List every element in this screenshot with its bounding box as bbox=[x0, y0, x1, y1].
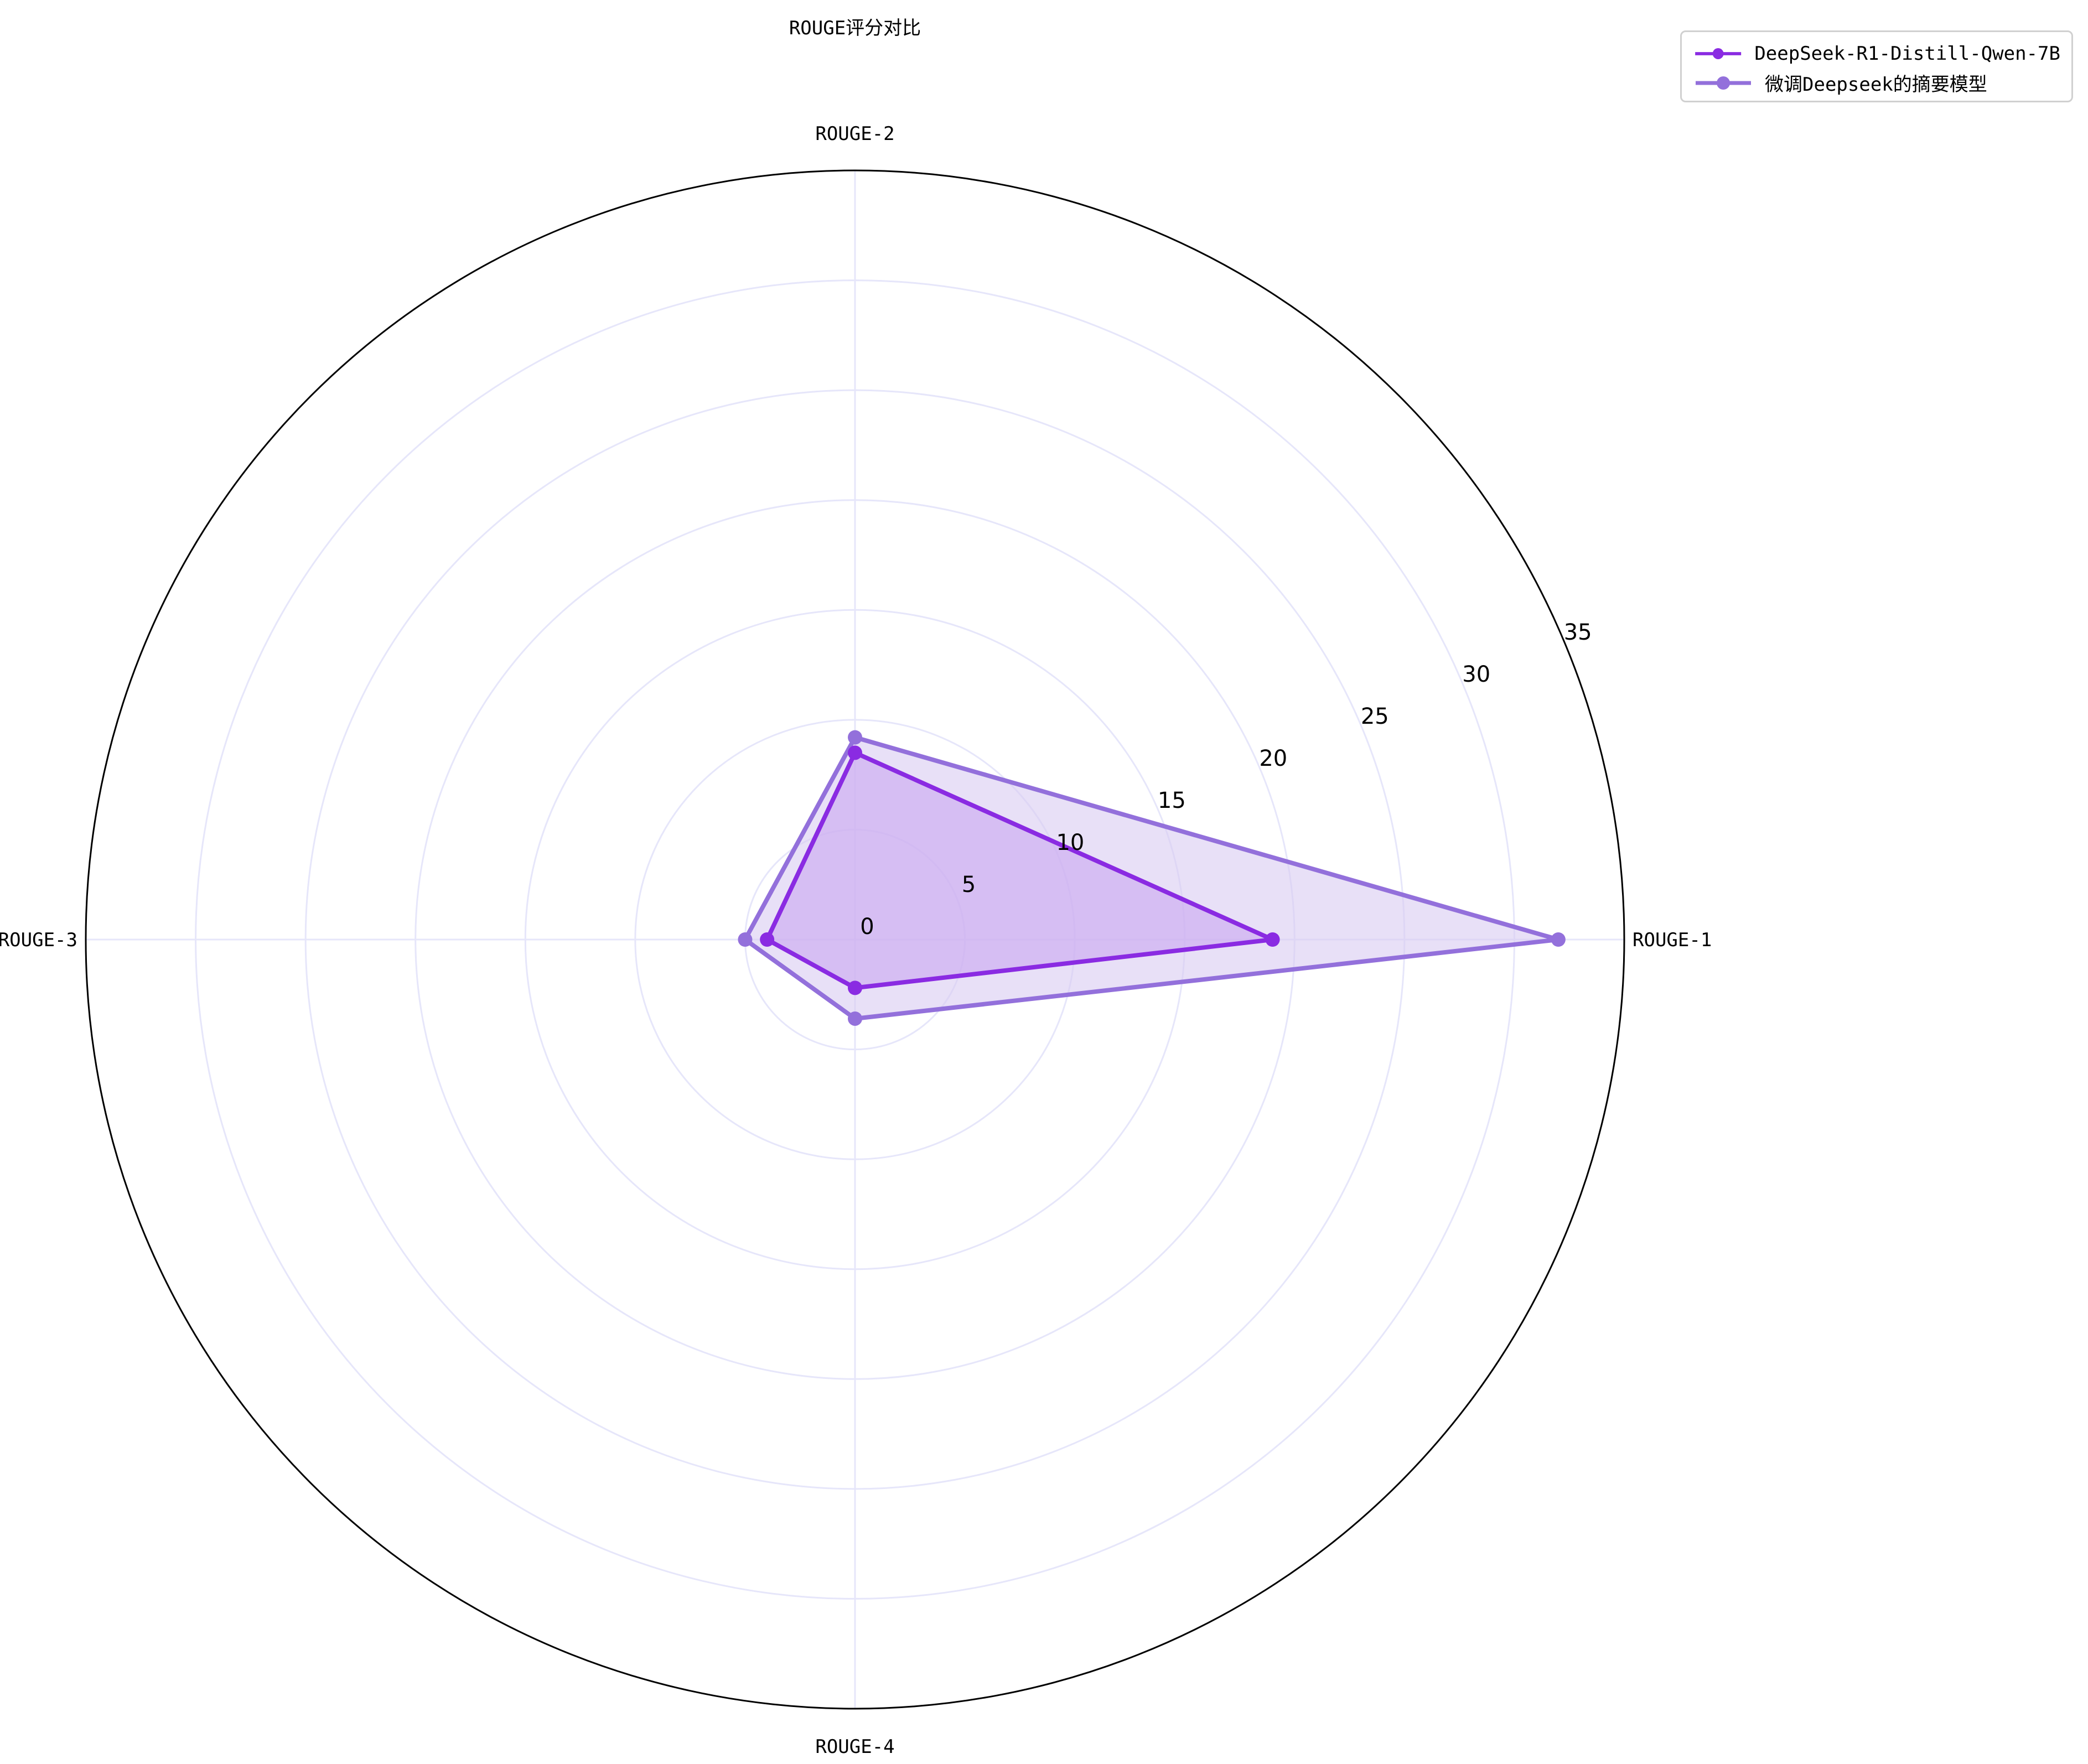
series-layer bbox=[738, 730, 1566, 1026]
chart-title: ROUGE评分对比 bbox=[789, 17, 921, 39]
legend-item: DeepSeek-R1-Distill-Qwen-7B bbox=[1693, 39, 2060, 68]
axis-label-ROUGE-2: ROUGE-2 bbox=[815, 123, 894, 145]
legend-swatch-series-2 bbox=[1696, 76, 1751, 90]
polar-frame bbox=[85, 169, 1625, 1710]
series-2-point-ROUGE-2 bbox=[848, 730, 862, 745]
axis-label-layer: ROUGE-1 ROUGE-2 ROUGE-3 ROUGE-4 bbox=[0, 123, 1712, 1758]
legend-swatch-series-1 bbox=[1695, 48, 1742, 59]
axis-label-ROUGE-1: ROUGE-1 bbox=[1633, 929, 1712, 951]
rtick-label: 20 bbox=[1259, 746, 1287, 771]
axis-label-ROUGE-3: ROUGE-3 bbox=[0, 929, 77, 951]
series-1-point-ROUGE-2 bbox=[848, 745, 862, 760]
series-2-point-ROUGE-1 bbox=[1551, 932, 1566, 947]
legend-label-series-2: 微调Deepseek的摘要模型 bbox=[1765, 74, 1987, 96]
series-2-point-ROUGE-4 bbox=[848, 1011, 862, 1026]
rtick-label: 10 bbox=[1056, 830, 1084, 855]
rtick-label: 0 bbox=[860, 914, 874, 940]
legend-label-series-1: DeepSeek-R1-Distill-Qwen-7B bbox=[1754, 42, 2060, 65]
rtick-label: 25 bbox=[1361, 704, 1389, 729]
rtick-label: 30 bbox=[1462, 662, 1490, 687]
rtick-label: 15 bbox=[1158, 788, 1186, 813]
series-1-point-ROUGE-1 bbox=[1265, 932, 1280, 947]
legend: DeepSeek-R1-Distill-Qwen-7B 微调Deepseek的摘… bbox=[1680, 30, 2073, 102]
legend-item: 微调Deepseek的摘要模型 bbox=[1693, 68, 2060, 97]
series-1-point-ROUGE-4 bbox=[848, 980, 862, 995]
rtick-label: 35 bbox=[1564, 620, 1592, 645]
rtick-layer: 0 5 10 15 20 25 30 35 bbox=[860, 620, 1592, 940]
series-area-1 bbox=[767, 753, 1273, 988]
series-2-point-ROUGE-3 bbox=[738, 932, 753, 947]
series-1-point-ROUGE-3 bbox=[760, 932, 775, 947]
rtick-label: 5 bbox=[962, 872, 976, 897]
axis-label-ROUGE-4: ROUGE-4 bbox=[815, 1736, 894, 1758]
